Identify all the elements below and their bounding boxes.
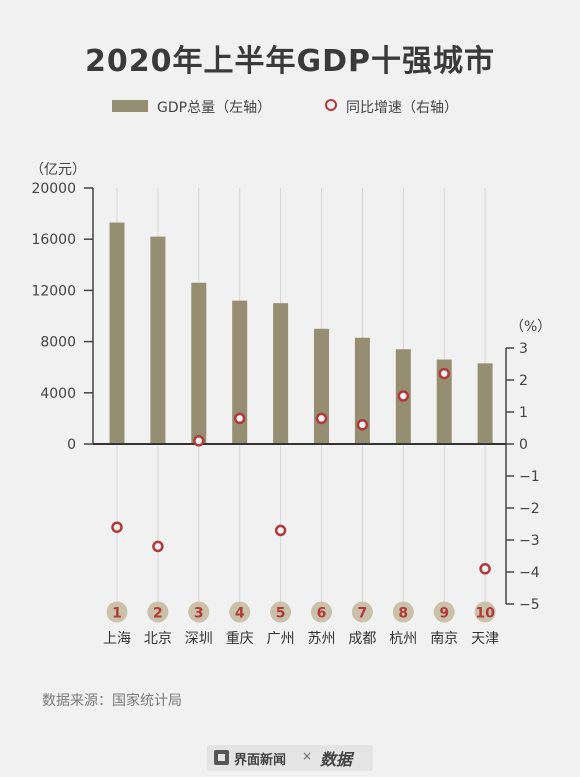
rank-badge [270, 601, 292, 623]
gdp-bar [191, 282, 207, 444]
rank-badge [311, 601, 332, 623]
city-label: 广州 [267, 631, 295, 647]
right-tick-label: −4 [519, 565, 540, 581]
legend-dot-swatch [325, 99, 337, 111]
rank-badge [106, 601, 128, 623]
rank-number: 2 [153, 606, 163, 622]
chart-plot: （亿元）040008000120001600020000（%）3210−1−2−… [30, 162, 551, 647]
legend-gdp-label: GDP总量（左轴） [157, 100, 272, 116]
gdp-bar [436, 359, 452, 444]
rank-badge [474, 601, 496, 623]
left-tick-label: 16000 [31, 232, 76, 248]
growth-dot [111, 521, 123, 533]
footer-bar [207, 745, 373, 771]
rank-number: 6 [317, 606, 327, 622]
footer-brand: 界面新闻 [234, 753, 287, 768]
right-tick-label: 3 [519, 341, 528, 357]
growth-dot [315, 412, 328, 425]
city-label: 天津 [471, 631, 499, 647]
rank-badge [351, 601, 373, 623]
right-tick-label: 1 [519, 405, 528, 421]
footer-separator: × [302, 749, 313, 763]
rank-number: 10 [475, 606, 495, 622]
rank-number: 5 [276, 606, 286, 622]
rank-number: 8 [398, 606, 408, 622]
growth-dot [397, 390, 410, 402]
rank-badge [147, 601, 169, 623]
rank-number: 1 [112, 606, 122, 622]
rank-number: 3 [194, 606, 204, 622]
data-source: 数据来源：国家统计局 [42, 693, 182, 709]
city-label: 重庆 [226, 631, 254, 647]
left-axis-unit: （亿元） [30, 162, 86, 178]
rank-number: 4 [235, 606, 245, 622]
chart-title: 2020年上半年GDP十强城市 [84, 44, 495, 79]
city-label: 深圳 [185, 631, 213, 647]
growth-dot [152, 540, 164, 553]
city-label: 苏州 [308, 631, 336, 647]
rank-badge [392, 601, 414, 623]
city-label: 北京 [144, 631, 172, 647]
rank-badge [229, 601, 251, 623]
right-tick-label: −3 [519, 533, 540, 549]
city-label: 南京 [430, 631, 458, 647]
rank-badge [433, 601, 455, 623]
legend-bar-swatch [112, 100, 148, 112]
gdp-bar [477, 363, 493, 444]
growth-dot [479, 563, 491, 575]
left-tick-label: 4000 [40, 386, 76, 402]
gdp-bar [232, 300, 248, 444]
gdp-bar [150, 236, 166, 444]
rank-number: 9 [439, 606, 449, 622]
growth-dot [356, 419, 369, 431]
right-tick-label: −5 [519, 597, 540, 613]
left-tick-label: 20000 [31, 181, 76, 197]
gdp-bar [109, 222, 125, 444]
growth-dot [274, 524, 287, 537]
gdp-bar [273, 303, 289, 444]
left-tick-label: 8000 [40, 335, 76, 351]
footer-brand-2: 数据 [320, 750, 353, 769]
gdp-bar [314, 328, 329, 444]
growth-dot [233, 412, 246, 425]
rank-number: 7 [358, 606, 368, 622]
rank-badge [188, 601, 210, 623]
right-tick-label: −1 [519, 469, 540, 485]
city-label: 杭州 [389, 631, 417, 647]
legend: GDP总量（左轴） 同比增速（右轴） [0, 96, 580, 116]
left-tick-label: 0 [67, 437, 76, 453]
right-tick-label: 0 [519, 437, 528, 453]
right-tick-label: −2 [519, 501, 540, 517]
footer: 界面新闻 × 数据 [0, 740, 580, 777]
right-axis-unit: （%） [510, 319, 551, 335]
growth-dot [193, 435, 205, 447]
city-label: 成都 [348, 631, 376, 647]
legend-growth-label: 同比增速（右轴） [346, 100, 458, 116]
gdp-bar [354, 337, 370, 444]
growth-dot [438, 367, 450, 380]
jiemian-logo-icon [214, 750, 229, 765]
city-label: 上海 [103, 631, 131, 647]
right-tick-label: 2 [519, 373, 528, 389]
left-tick-label: 12000 [31, 283, 76, 299]
